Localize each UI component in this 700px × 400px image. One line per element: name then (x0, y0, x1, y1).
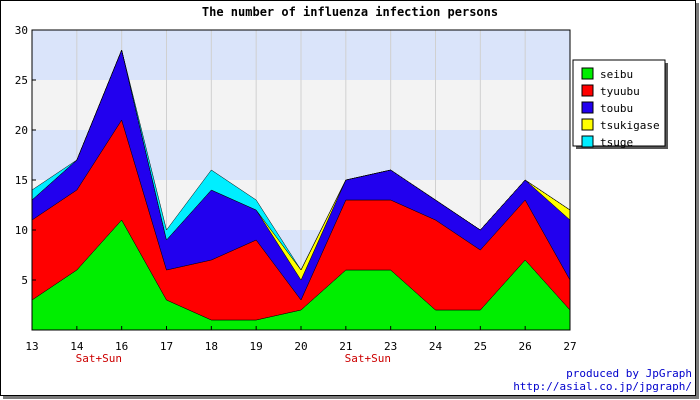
x-tick-label: 26 (519, 340, 532, 353)
x-tick-label: 23 (384, 340, 397, 353)
series-area-tsuge (31, 49, 571, 271)
x-axis-ticks: 13 14 16 17 18 19 20 21 23 24 25 26 27 (25, 326, 577, 353)
credit-line-1: produced by JpGraph (566, 367, 692, 380)
chart-title: The number of influenza infection person… (202, 5, 498, 19)
x-tick-label: 18 (205, 340, 218, 353)
y-tick-label: 30 (15, 24, 28, 37)
x-tick-label: 20 (294, 340, 307, 353)
legend-label-tsukigase: tsukigase (600, 119, 660, 132)
y-tick-label: 25 (15, 74, 28, 87)
x-tick-label: 14 (70, 340, 84, 353)
y-tick-label: 15 (15, 174, 28, 187)
x-tick-label: 21 (339, 340, 352, 353)
x-tick-label: 16 (115, 340, 128, 353)
y-tick-label: 5 (21, 274, 28, 287)
annotations: Sat+Sun Sat+Sun (76, 352, 391, 365)
y-axis-ticks: 5 10 15 20 25 30 (15, 24, 36, 287)
weekend-annotation: Sat+Sun (76, 352, 122, 365)
weekend-annotation: Sat+Sun (345, 352, 391, 365)
x-tick-label: 17 (160, 340, 173, 353)
y-tick-label: 20 (15, 124, 28, 137)
legend-swatch-tsukigase (581, 118, 594, 131)
y-tick-label: 10 (15, 224, 28, 237)
x-tick-label: 13 (25, 340, 38, 353)
legend-swatch-tsuge (581, 135, 594, 148)
credit-line-2: http://asial.co.jp/jpgraph/ (513, 380, 692, 393)
legend: seibu tyuubu toubu tsukigase tsuge (572, 59, 668, 149)
legend-label-tsuge: tsuge (600, 136, 633, 149)
x-tick-label: 24 (429, 340, 443, 353)
legend-swatch-tyuubu (581, 84, 594, 97)
legend-swatch-toubu (581, 101, 594, 114)
legend-label-tyuubu: tyuubu (600, 85, 640, 98)
legend-label-toubu: toubu (600, 102, 633, 115)
x-tick-label: 27 (563, 340, 576, 353)
x-tick-label: 25 (474, 340, 487, 353)
legend-label-seibu: seibu (600, 68, 633, 81)
legend-swatch-seibu (581, 67, 594, 80)
x-tick-label: 19 (250, 340, 263, 353)
